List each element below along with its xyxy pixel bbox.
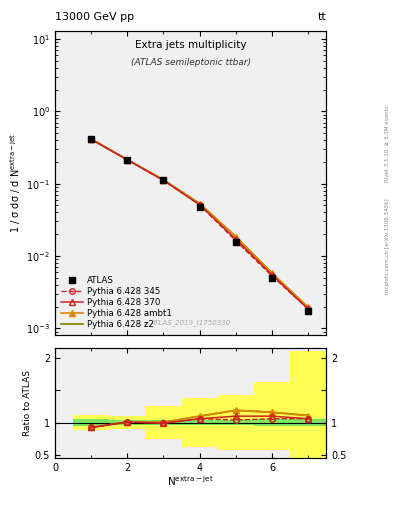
Bar	[73, 419, 109, 426]
Line: Pythia 6.428 345: Pythia 6.428 345	[88, 137, 311, 312]
Pythia 6.428 z2	[197, 201, 202, 207]
Bar	[254, 382, 290, 450]
Text: tt: tt	[318, 11, 326, 22]
Pythia 6.428 345	[197, 202, 202, 208]
Pythia 6.428 370	[197, 202, 202, 208]
Bar	[218, 420, 254, 425]
Pythia 6.428 ambt1	[197, 201, 202, 207]
Legend: ATLAS, Pythia 6.428 345, Pythia 6.428 370, Pythia 6.428 ambt1, Pythia 6.428 z2: ATLAS, Pythia 6.428 345, Pythia 6.428 37…	[59, 274, 173, 331]
Line: Pythia 6.428 ambt1: Pythia 6.428 ambt1	[88, 136, 311, 310]
Pythia 6.428 ambt1	[306, 304, 310, 310]
Pythia 6.428 345	[233, 238, 238, 244]
Text: ATLAS_2019_I1750330: ATLAS_2019_I1750330	[151, 319, 231, 326]
Bar	[218, 395, 254, 450]
Text: 13000 GeV pp: 13000 GeV pp	[55, 11, 134, 22]
Line: Pythia 6.428 370: Pythia 6.428 370	[88, 137, 311, 312]
Text: mcplots.cern.ch [arXiv:1306.3436]: mcplots.cern.ch [arXiv:1306.3436]	[385, 198, 389, 293]
Pythia 6.428 z2	[233, 233, 238, 240]
Pythia 6.428 345	[161, 177, 166, 183]
Pythia 6.428 z2	[270, 270, 274, 276]
Pythia 6.428 370	[233, 236, 238, 242]
Text: Extra jets multiplicity: Extra jets multiplicity	[135, 40, 246, 50]
Pythia 6.428 ambt1	[270, 270, 274, 276]
Pythia 6.428 370	[306, 306, 310, 312]
Bar	[109, 420, 145, 425]
Pythia 6.428 345	[306, 306, 310, 312]
Bar	[254, 419, 290, 426]
Pythia 6.428 345	[270, 273, 274, 279]
Pythia 6.428 z2	[161, 177, 166, 183]
Y-axis label: Ratio to ATLAS: Ratio to ATLAS	[23, 370, 32, 436]
Pythia 6.428 ambt1	[89, 136, 94, 142]
Pythia 6.428 370	[89, 136, 94, 142]
Text: Rivet 3.1.10, ≥ 3.3M events: Rivet 3.1.10, ≥ 3.3M events	[385, 105, 389, 182]
Bar	[182, 398, 218, 447]
Pythia 6.428 ambt1	[125, 157, 130, 163]
Pythia 6.428 345	[125, 157, 130, 163]
Pythia 6.428 370	[270, 272, 274, 278]
Y-axis label: 1 / σ dσ / d N$^{\mathrm{extra-jet}}$: 1 / σ dσ / d N$^{\mathrm{extra-jet}}$	[9, 133, 24, 233]
Bar	[290, 351, 326, 463]
Pythia 6.428 370	[161, 177, 166, 183]
Pythia 6.428 z2	[89, 136, 94, 142]
Bar	[73, 415, 109, 431]
Pythia 6.428 345	[89, 136, 94, 142]
Line: Pythia 6.428 z2: Pythia 6.428 z2	[91, 139, 308, 307]
Bar	[182, 420, 218, 425]
Pythia 6.428 ambt1	[161, 177, 166, 183]
Bar	[109, 416, 145, 429]
Bar	[145, 420, 182, 425]
Pythia 6.428 ambt1	[233, 233, 238, 240]
Bar	[145, 407, 182, 439]
Pythia 6.428 z2	[306, 304, 310, 310]
Bar	[290, 419, 326, 426]
Pythia 6.428 z2	[125, 157, 130, 163]
X-axis label: N$^{\mathrm{extra-jet}}$: N$^{\mathrm{extra-jet}}$	[167, 475, 214, 488]
Pythia 6.428 370	[125, 157, 130, 163]
Text: (ATLAS semileptonic ttbar): (ATLAS semileptonic ttbar)	[130, 58, 251, 67]
